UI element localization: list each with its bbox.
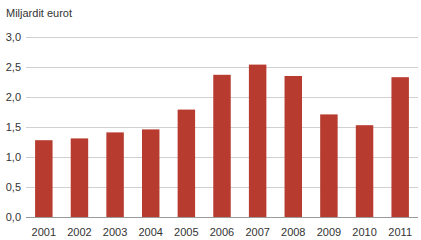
chart-container: 0,0 0,5 1,0 1,5 2,0 2,5 3,0 Miljardit eurot 2001… bbox=[0, 0, 421, 240]
x-tick-label: 2009 bbox=[317, 226, 341, 238]
bar bbox=[356, 125, 373, 217]
chart: 0,0 0,5 1,0 1,5 2,0 2,5 3,0 Miljardit eurot 2001… bbox=[0, 0, 421, 240]
bar bbox=[178, 110, 195, 217]
y-tick-label: 1,0 bbox=[6, 151, 21, 163]
grid bbox=[26, 37, 418, 217]
y-tick-label: 0,0 bbox=[6, 211, 21, 223]
bar bbox=[391, 77, 408, 217]
x-tick-label: 2002 bbox=[67, 226, 91, 238]
bar bbox=[142, 129, 159, 217]
bar bbox=[213, 75, 230, 217]
bar bbox=[35, 140, 52, 217]
y-tick-label: 1,5 bbox=[6, 121, 21, 133]
x-tick-label: 2007 bbox=[245, 226, 269, 238]
bar bbox=[71, 138, 88, 217]
x-tick-label: 2004 bbox=[138, 226, 162, 238]
grid-line bbox=[26, 67, 418, 68]
bar bbox=[249, 65, 266, 217]
y-axis-label: Miljardit eurot bbox=[6, 7, 72, 19]
grid-line bbox=[26, 37, 418, 38]
x-tick-label: 2006 bbox=[210, 226, 234, 238]
y-tick-label: 2,0 bbox=[6, 91, 21, 103]
bars bbox=[35, 65, 409, 217]
y-tick-label: 3,0 bbox=[6, 31, 21, 43]
x-tick-label: 2003 bbox=[103, 226, 127, 238]
x-axis: 2001 2002 2003 2004 2005 2006 2007 2008 2009 2010… bbox=[32, 226, 412, 238]
bar bbox=[320, 114, 337, 217]
x-tick-label: 2001 bbox=[32, 226, 56, 238]
bar bbox=[285, 76, 302, 217]
bar bbox=[106, 132, 123, 217]
x-tick-label: 2010 bbox=[352, 226, 376, 238]
y-axis: 0,0 0,5 1,0 1,5 2,0 2,5 3,0 bbox=[6, 31, 21, 223]
x-tick-label: 2005 bbox=[174, 226, 198, 238]
y-tick-label: 2,5 bbox=[6, 61, 21, 73]
x-tick-label: 2008 bbox=[281, 226, 305, 238]
x-tick-label: 2011 bbox=[388, 226, 412, 238]
y-tick-label: 0,5 bbox=[6, 181, 21, 193]
